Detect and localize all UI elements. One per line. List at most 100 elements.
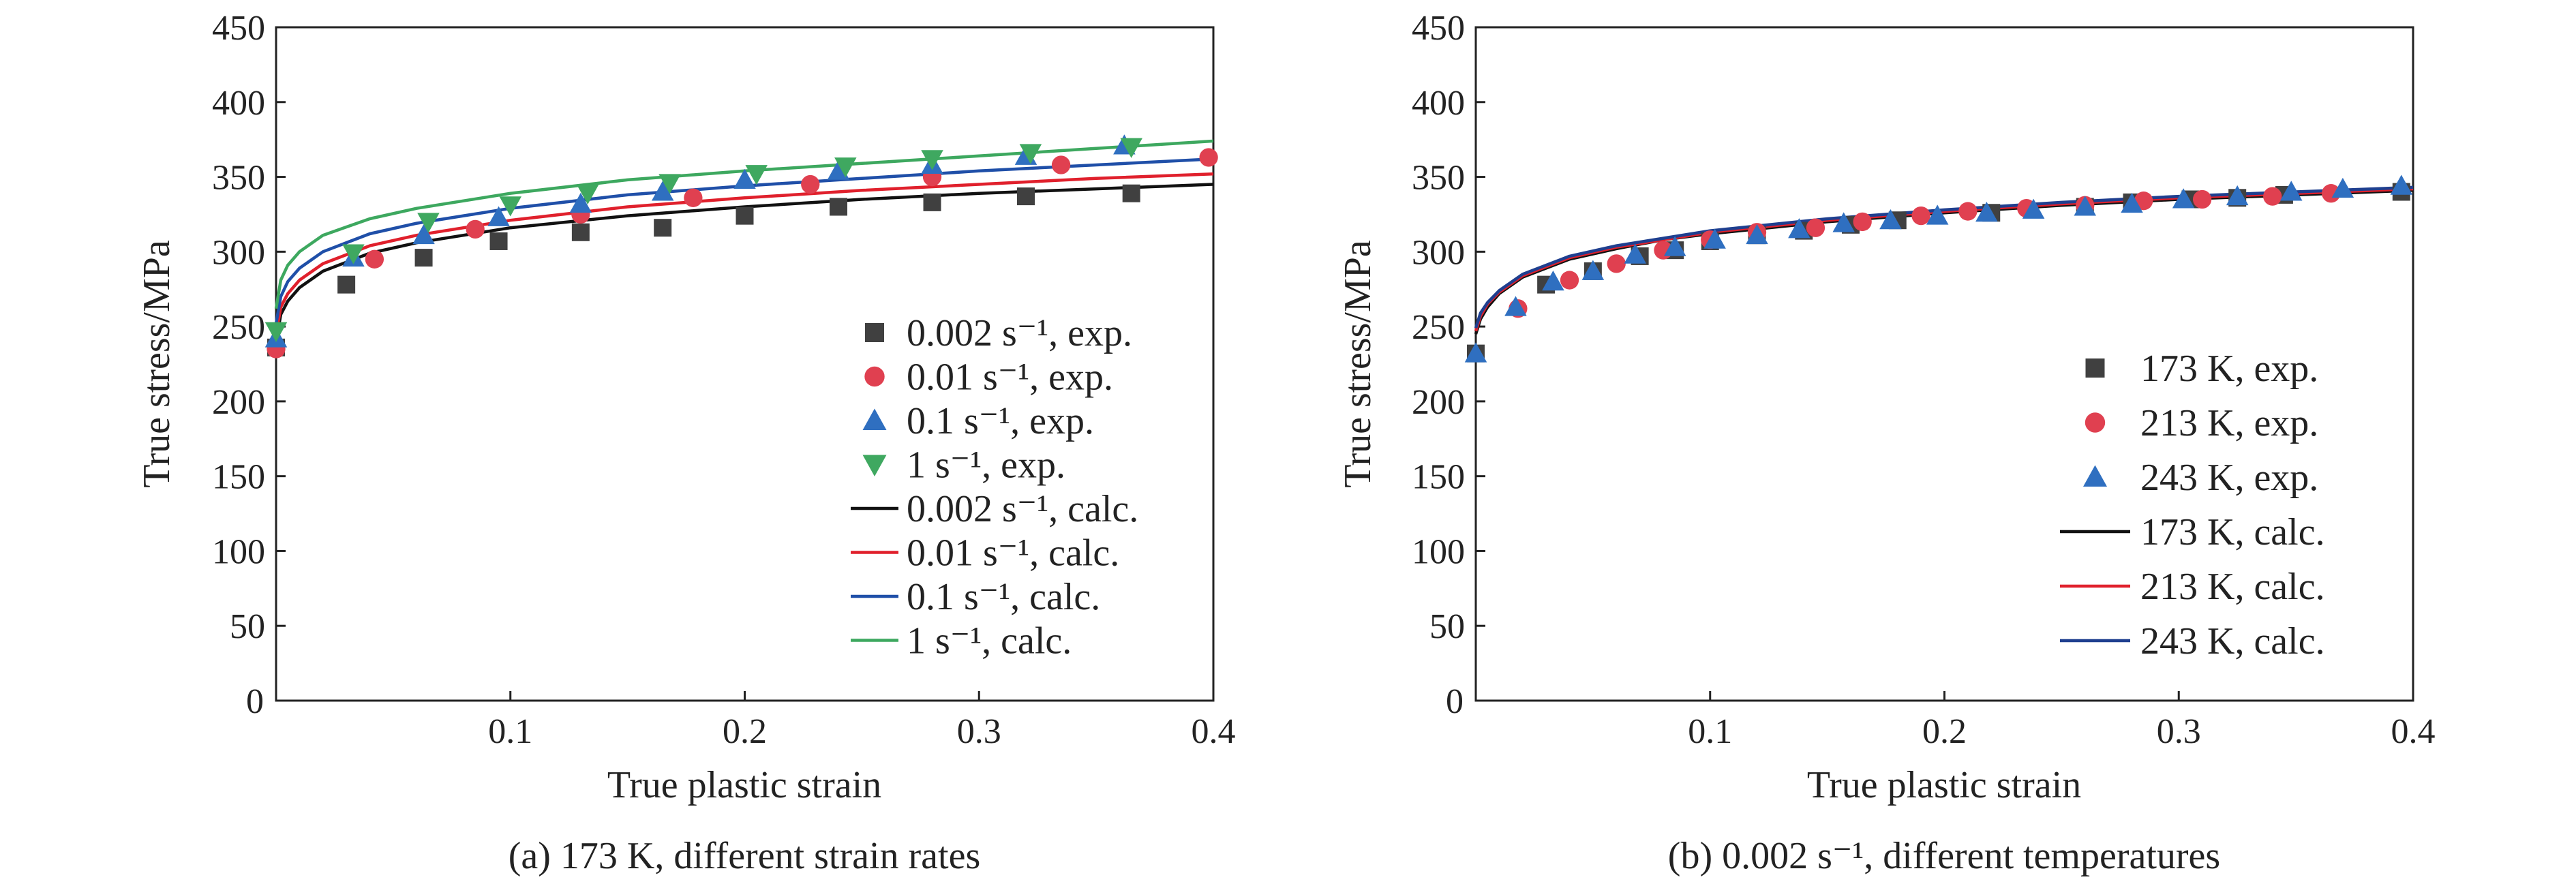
data-point xyxy=(466,219,485,239)
legend-swatch-marker xyxy=(2085,412,2106,433)
data-point xyxy=(264,322,288,342)
data-point xyxy=(1122,184,1140,202)
series-points-1-s-exp xyxy=(264,138,1142,342)
data-point xyxy=(1120,138,1142,158)
caption-a: (a) 173 K, different strain rates xyxy=(509,835,980,877)
data-point xyxy=(658,174,681,194)
legend-item-173-k-exp: 173 K, exp. xyxy=(2085,348,2318,390)
data-point xyxy=(417,213,440,233)
data-point xyxy=(834,157,857,178)
data-point xyxy=(1019,144,1042,164)
data-point xyxy=(1853,212,1872,232)
x-tick-label: 0.1 xyxy=(488,712,532,751)
data-point xyxy=(1975,201,1998,222)
data-point xyxy=(736,207,754,225)
y-tick-label: 250 xyxy=(1412,308,1465,347)
legend-label: 0.002 s⁻¹, exp. xyxy=(907,312,1132,354)
legend-item-0-1-s-calc: 0.1 s⁻¹, calc. xyxy=(851,576,1100,618)
y-tick-label: 400 xyxy=(1412,84,1465,123)
legend-label: 1 s⁻¹, calc. xyxy=(907,620,1072,662)
x-tick-label: 0.2 xyxy=(1922,712,1967,751)
y-tick-label: 100 xyxy=(212,532,265,571)
data-point xyxy=(2172,188,2195,209)
data-point xyxy=(1958,202,1978,221)
data-point xyxy=(651,181,674,201)
data-point xyxy=(923,193,941,211)
data-point xyxy=(733,168,756,189)
series-points-0-01-s-exp xyxy=(267,148,1218,358)
x-tick-label: 0.2 xyxy=(723,712,767,751)
data-point xyxy=(1806,218,1825,237)
data-point xyxy=(1607,254,1626,273)
y-tick-label: 300 xyxy=(1412,233,1465,272)
data-point xyxy=(576,184,599,204)
legend-swatch-marker xyxy=(865,323,884,342)
x-tick-label: 0.4 xyxy=(1192,712,1236,751)
origin-tick-label: 0 xyxy=(1446,682,1464,721)
y-tick-label: 100 xyxy=(1412,532,1465,571)
data-point xyxy=(801,174,820,194)
x-axis-label: True plastic strain xyxy=(607,764,881,806)
data-point xyxy=(2280,181,2303,201)
data-point xyxy=(489,232,508,250)
data-point xyxy=(571,223,590,241)
legend-item-0-002-s-calc: 0.002 s⁻¹, calc. xyxy=(851,488,1138,530)
legend-swatch-marker xyxy=(862,408,887,430)
legend-item-1-s-calc: 1 s⁻¹, calc. xyxy=(851,620,1072,662)
data-point xyxy=(337,275,356,294)
y-tick-label: 350 xyxy=(212,159,265,198)
legend-label: 173 K, exp. xyxy=(2140,348,2318,390)
legend-swatch-marker xyxy=(2085,358,2105,378)
data-point xyxy=(365,249,384,269)
y-tick-label: 50 xyxy=(230,607,265,646)
data-point xyxy=(2331,177,2354,198)
data-point xyxy=(1663,236,1686,256)
data-point xyxy=(1926,204,1949,225)
axis-ticks: 0 0.1 0.2 0.3 0.4 50 100 150 200 250 300 350 400 450 xyxy=(1412,9,2436,751)
legend-item-243-k-exp: 243 K, exp. xyxy=(2083,457,2318,499)
legend-label: 0.1 s⁻¹, calc. xyxy=(907,576,1100,618)
legend: 173 K, exp. 213 K, exp. 243 K, exp. 173 K, … xyxy=(2060,348,2325,662)
series-points-243-k-exp xyxy=(1464,174,2413,363)
legend-item-0-1-s-exp: 0.1 s⁻¹, exp. xyxy=(862,400,1094,442)
origin-tick-label: 0 xyxy=(246,682,264,721)
data-point xyxy=(2263,187,2282,206)
y-tick-label: 50 xyxy=(1429,607,1465,646)
data-point xyxy=(1879,209,1902,230)
legend-label: 213 K, calc. xyxy=(2140,566,2325,608)
y-tick-label: 300 xyxy=(212,233,265,272)
y-axis-label: True stress/MPa xyxy=(136,240,178,488)
chart-marks xyxy=(1464,174,2414,363)
data-point xyxy=(1199,148,1218,167)
data-point xyxy=(1624,243,1646,264)
data-point xyxy=(1746,224,1768,245)
legend-label: 173 K, calc. xyxy=(2140,511,2325,553)
y-tick-label: 400 xyxy=(212,84,265,123)
data-point xyxy=(2022,198,2045,219)
data-point xyxy=(830,198,847,216)
data-point xyxy=(1832,212,1855,232)
legend-label: 0.1 s⁻¹, exp. xyxy=(907,400,1094,442)
legend-item-0-01-s-calc: 0.01 s⁻¹, calc. xyxy=(851,532,1119,575)
legend-label: 243 K, exp. xyxy=(2140,457,2318,499)
legend-label: 243 K, calc. xyxy=(2140,620,2325,662)
data-point xyxy=(414,249,433,267)
x-tick-label: 0.3 xyxy=(957,712,1001,751)
data-point xyxy=(921,150,943,170)
data-point xyxy=(2074,196,2096,216)
series-line-1-s-calc xyxy=(274,139,1214,309)
legend-item-213-k-exp: 213 K, exp. xyxy=(2085,402,2318,444)
data-point xyxy=(1051,155,1071,174)
legend-item-173-k-calc: 173 K, calc. xyxy=(2060,511,2325,553)
data-point xyxy=(1703,228,1726,249)
data-point xyxy=(1560,271,1579,290)
y-tick-label: 150 xyxy=(1412,458,1465,497)
legend-item-0-002-s-exp: 0.002 s⁻¹, exp. xyxy=(865,312,1132,354)
data-point xyxy=(569,192,592,213)
y-tick-label: 200 xyxy=(1412,383,1465,422)
y-tick-label: 250 xyxy=(212,308,265,347)
data-point xyxy=(2121,192,2143,213)
legend-item-213-k-calc: 213 K, calc. xyxy=(2060,566,2325,608)
legend-swatch-marker xyxy=(2083,465,2107,487)
